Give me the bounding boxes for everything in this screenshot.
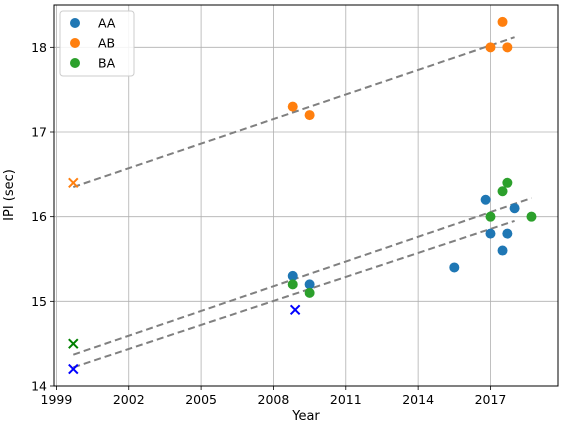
data-point-ab [485, 42, 496, 53]
data-point-aa [509, 203, 520, 214]
cross-stroke [68, 338, 79, 349]
x-tick-label: 2014 [402, 392, 434, 407]
data-point-aa [480, 194, 491, 205]
x-tick-label: 2005 [185, 392, 217, 407]
y-tick-label: 18 [31, 40, 47, 55]
legend-label-ba: BA [98, 56, 116, 71]
data-point-aa [485, 228, 496, 239]
data-point-aa [304, 279, 315, 290]
cross-markers [68, 177, 301, 375]
cross-marker [289, 304, 301, 316]
y-tick-label: 15 [31, 294, 47, 309]
data-point-aa [287, 270, 298, 281]
cross-marker [68, 177, 79, 189]
data-point-ba [287, 279, 298, 290]
data-point-ba [502, 177, 513, 188]
data-point-ab [502, 42, 513, 53]
x-tick-label: 1999 [41, 392, 73, 407]
plot-frame [53, 4, 559, 387]
trend-lines [72, 36, 532, 369]
trend-line [72, 36, 515, 188]
legend-label-aa: AA [98, 16, 116, 31]
x-tick-label: 2017 [475, 392, 507, 407]
legend-marker-ab [70, 38, 80, 48]
x-tick-label: 2002 [113, 392, 145, 407]
cross-stroke [68, 363, 79, 375]
legend: AA AB BA [59, 10, 135, 77]
plot-background [54, 5, 558, 386]
data-point-aa [449, 262, 460, 273]
legend-marker-aa [70, 18, 80, 28]
data-point-ab [304, 110, 315, 121]
y-tick-label: 14 [31, 379, 47, 394]
trend-line [72, 219, 515, 369]
y-tick-label: 17 [31, 125, 47, 140]
cross-marker [68, 363, 79, 375]
cross-marker [68, 338, 79, 349]
data-point-ba [497, 186, 508, 197]
data-point-aa [502, 228, 513, 239]
cross-stroke [68, 177, 79, 189]
legend-label-ab: AB [98, 36, 115, 51]
trend-line [72, 197, 532, 356]
cross-stroke [289, 304, 301, 316]
y-axis-label: IPI (sec) [2, 169, 17, 221]
data-point-ab [497, 16, 508, 27]
x-axis-label: Year [291, 409, 320, 424]
data-point-ba [304, 287, 315, 298]
data-point-ba [526, 211, 537, 222]
data-point-ab [287, 101, 298, 112]
x-tick-label: 2011 [330, 392, 362, 407]
data-points [287, 16, 537, 298]
y-tick-label: 16 [31, 209, 47, 224]
data-point-aa [497, 245, 508, 256]
x-tick-label: 2008 [258, 392, 290, 407]
axis-ticks: 1999 2002 2005 2008 2011 2014 2017 14 15 16 17 18 [31, 40, 506, 407]
data-point-ba [485, 211, 496, 222]
legend-marker-ba [70, 58, 80, 68]
